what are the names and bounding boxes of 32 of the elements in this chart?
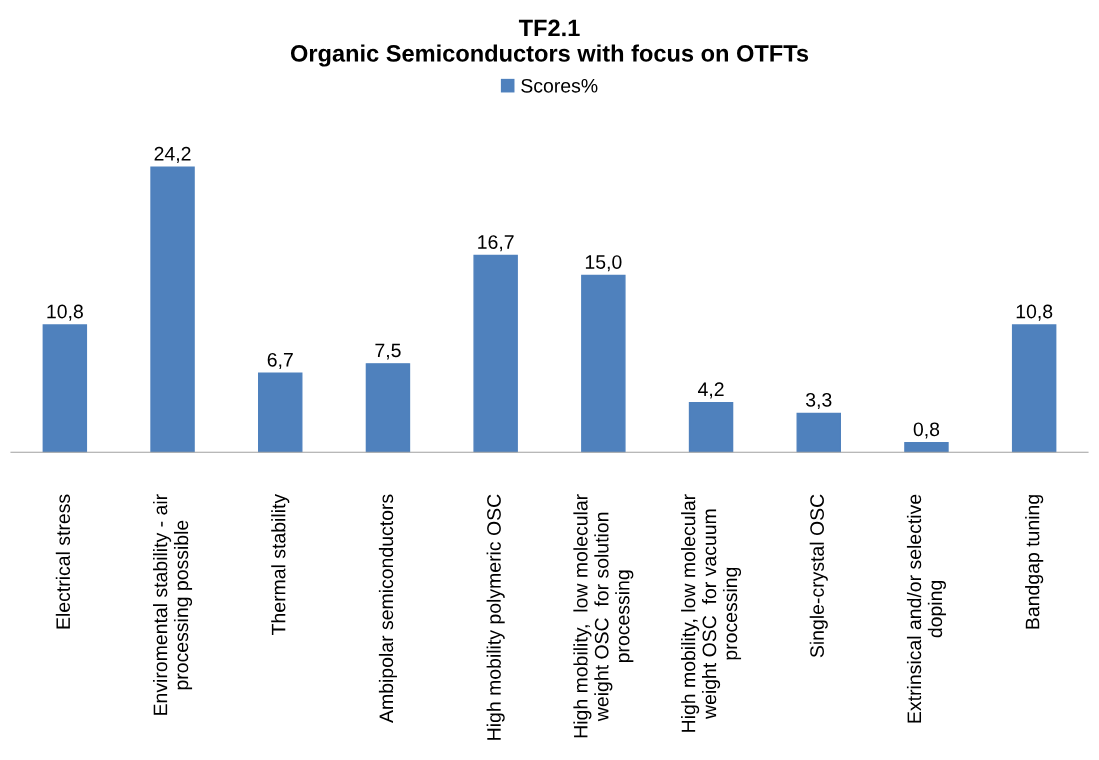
bar	[581, 274, 626, 453]
bar	[150, 166, 195, 453]
data-label: 10,8	[47, 304, 83, 321]
bar	[796, 412, 841, 453]
x-tick-label: High mobility polymeric OSC	[486, 494, 505, 740]
data-label: 4,2	[697, 382, 724, 399]
bar	[473, 254, 518, 453]
data-label: 10,8	[1016, 304, 1053, 321]
data-label: 6,7	[267, 352, 293, 369]
bar	[42, 324, 88, 453]
data-label: 3,3	[805, 392, 832, 410]
data-label: 0,8	[913, 422, 940, 439]
chart-title: TF2.1 Organic Semiconductors with focus on OTFTs	[290, 19, 809, 67]
x-tick-label: Bandgap tuning	[1025, 495, 1044, 629]
bar	[904, 442, 949, 453]
data-label: 24,2	[154, 146, 191, 163]
bar	[1011, 324, 1057, 453]
legend-label: Scores%	[521, 78, 598, 93]
x-tick-label: Extrinsical and/or selective doping	[906, 494, 946, 723]
x-tick-label: Electrical stress	[55, 494, 71, 629]
bar	[258, 372, 303, 453]
data-label: 16,7	[478, 235, 514, 252]
data-label: 7,5	[375, 343, 401, 360]
x-tick-label: Single-crystal OSC	[809, 494, 828, 658]
x-tick-label: High mobility, low molecular weight OSC for vacuum processing	[681, 494, 742, 732]
bar	[365, 363, 411, 453]
x-tick-label: Thermal stability	[271, 493, 290, 635]
bar	[688, 402, 734, 453]
x-tick-label: Enviromental stability - air processing possible	[153, 494, 193, 715]
x-tick-label: High mobility, low molecular weight OSC for solution processing	[573, 494, 634, 738]
data-label: 15,0	[585, 255, 622, 272]
x-tick-label: Ambipolar semiconductors	[378, 494, 398, 723]
